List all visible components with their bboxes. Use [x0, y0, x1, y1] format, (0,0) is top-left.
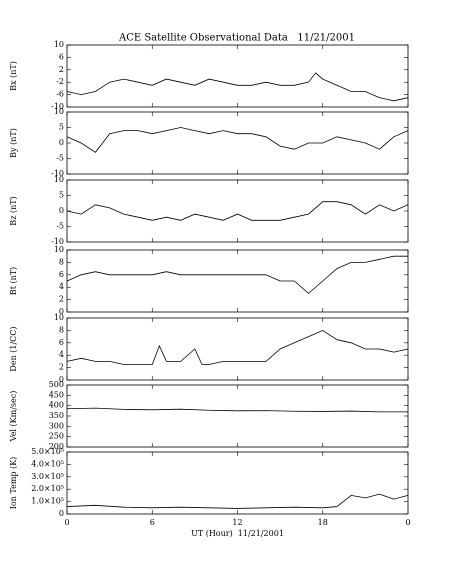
y-tick-label: -2	[56, 77, 64, 86]
data-line	[66, 407, 408, 413]
data-line	[66, 255, 408, 294]
y-tick-label: 2	[59, 363, 64, 372]
y-axis-label: Bt (nT)	[9, 267, 18, 295]
y-tick-label: 0	[59, 206, 64, 215]
y-tick-label: 250	[49, 432, 64, 441]
y-tick-label: 3.0×10⁵	[31, 472, 64, 481]
y-tick-label: 10	[54, 313, 64, 322]
x-tick-label: 0	[405, 518, 410, 527]
y-tick-label: 6	[59, 52, 64, 61]
y-axis-label: By (nT)	[9, 128, 18, 158]
y-tick-label: 1.0×10⁵	[31, 497, 64, 506]
y-tick-label: 6	[59, 270, 64, 279]
y-tick-label: 200	[49, 442, 64, 451]
y-tick-label: 0	[59, 138, 64, 147]
panel-frame	[66, 317, 409, 381]
y-tick-label: 5.0×10⁵	[31, 447, 64, 456]
panel-frame	[66, 249, 409, 313]
y-tick-label: -5	[56, 222, 64, 231]
data-line	[66, 329, 409, 365]
y-tick-label: 5	[59, 123, 64, 132]
data-line	[66, 127, 409, 153]
x-tick-label: 12	[232, 518, 242, 527]
y-tick-label: 500	[49, 380, 64, 389]
data-line	[66, 493, 409, 509]
y-tick-label: 4	[59, 350, 64, 359]
panel-frame	[66, 44, 409, 108]
y-tick-label: 2	[59, 295, 64, 304]
x-tick-label: 18	[318, 518, 328, 527]
y-axis-label: Bx (nT)	[9, 61, 18, 91]
y-tick-label: 10	[54, 107, 64, 116]
panel-frame	[66, 111, 409, 175]
panel-frame	[66, 384, 409, 448]
y-tick-label: 8	[59, 325, 64, 334]
data-line	[66, 201, 409, 221]
y-tick-label: -5	[56, 154, 64, 163]
y-axis-label: Bz (nT)	[9, 196, 18, 225]
data-line	[66, 72, 409, 102]
panel-frame	[66, 451, 409, 515]
y-tick-label: 10	[54, 40, 64, 49]
chart-title: ACE Satellite Observational Data 11/21/2…	[118, 33, 355, 44]
y-tick-label: 2.0×10⁵	[31, 484, 64, 493]
y-tick-label: 10	[54, 245, 64, 254]
y-tick-label: 4	[59, 282, 64, 291]
y-tick-label: 350	[49, 411, 64, 420]
y-tick-label: 0	[59, 307, 64, 316]
y-tick-label: -10	[51, 169, 64, 178]
panel-frame	[66, 179, 409, 243]
y-tick-label: 400	[49, 401, 64, 410]
y-axis-label: Ion Temp (K)	[9, 457, 18, 510]
y-tick-label: -6	[56, 90, 64, 99]
y-tick-label: -10	[51, 237, 64, 246]
x-tick-label: 0	[64, 518, 69, 527]
y-tick-label: 10	[54, 175, 64, 184]
x-axis-label: UT (Hour) 11/21/2001	[191, 529, 284, 538]
y-tick-label: 0	[59, 509, 64, 518]
y-tick-label: 4.0×10⁵	[31, 459, 64, 468]
y-tick-label: 0	[59, 375, 64, 384]
y-tick-label: 2	[59, 65, 64, 74]
y-tick-label: 8	[59, 257, 64, 266]
y-tick-label: 6	[59, 338, 64, 347]
x-tick-label: 6	[150, 518, 155, 527]
y-tick-label: 300	[49, 421, 64, 430]
y-axis-label: Den (1/CC)	[9, 326, 18, 371]
y-tick-label: 450	[49, 390, 64, 399]
y-tick-label: -10	[51, 102, 64, 111]
y-tick-label: 5	[59, 191, 64, 200]
y-axis-label: Vel (Km/sec)	[9, 391, 18, 443]
